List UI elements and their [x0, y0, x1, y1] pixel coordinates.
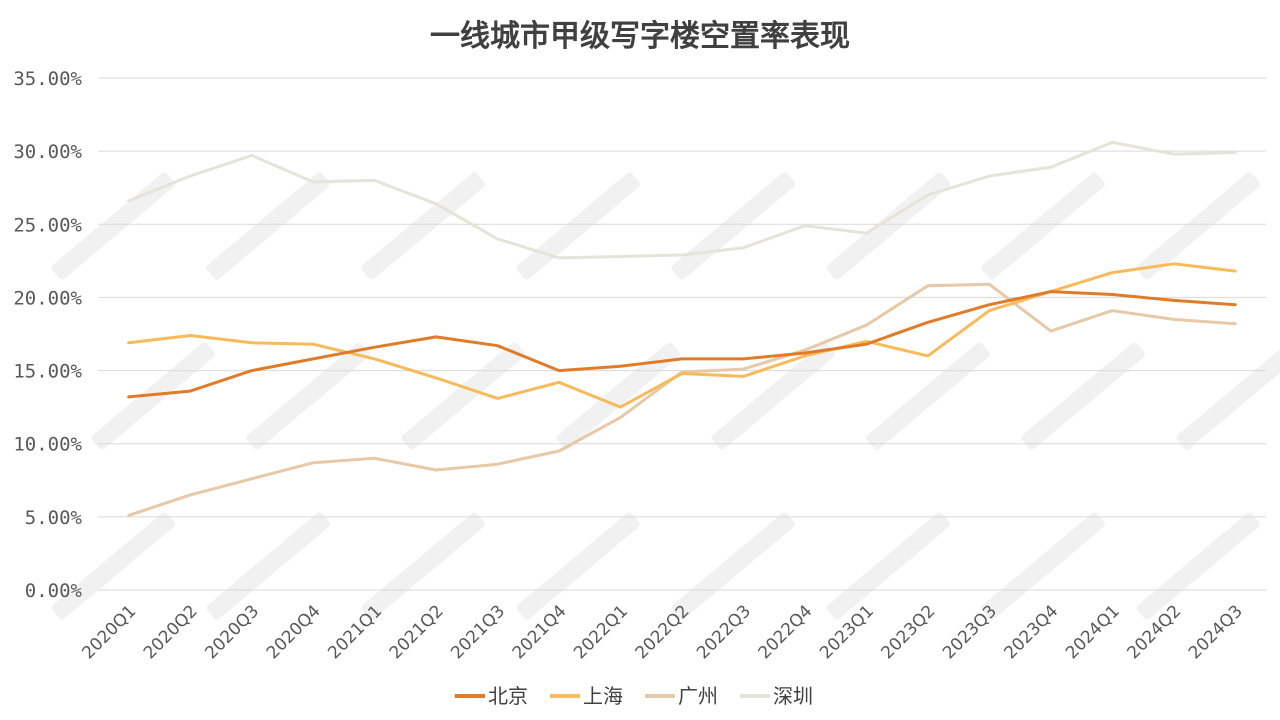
x-tick-label: 2020Q1 [78, 601, 140, 663]
legend-label: 广州 [678, 684, 718, 708]
series-line-2 [127, 262, 1237, 409]
legend-item: 上海 [550, 684, 623, 708]
x-tick-label: 2022Q3 [693, 601, 755, 663]
x-tick-label: 2021Q1 [324, 601, 386, 663]
legend-label: 上海 [583, 684, 623, 708]
watermark-mark [981, 512, 1105, 620]
chart-title: 一线城市甲级写字楼空置率表现 [430, 19, 850, 54]
gridlines [98, 77, 1266, 591]
y-tick-label: 15.00% [13, 361, 82, 383]
watermark-mark [866, 342, 990, 450]
series-line-1 [127, 290, 1237, 399]
series-line-4 [127, 140, 1237, 260]
legend-label: 北京 [488, 684, 528, 708]
watermark-layer [51, 172, 1280, 620]
watermark-mark [671, 512, 795, 620]
y-tick-label: 30.00% [13, 141, 82, 163]
watermark-mark [51, 172, 175, 280]
x-tick-label: 2022Q4 [755, 601, 817, 663]
y-axis: 0.00% 5.00% 10.00% 15.00% 20.00% 25.00% 30.00%… [13, 68, 82, 602]
watermark-mark [826, 172, 950, 280]
watermark-mark [1136, 512, 1260, 620]
y-tick-label: 10.00% [13, 434, 82, 456]
x-tick-label: 2022Q1 [570, 601, 632, 663]
x-tick-label: 2021Q2 [386, 601, 448, 663]
watermark-mark [246, 342, 370, 450]
watermark-mark [206, 172, 330, 280]
legend-item: 北京 [455, 684, 528, 708]
watermark-mark [361, 172, 485, 280]
watermark-mark [1176, 342, 1280, 450]
x-tick-label: 2023Q3 [939, 601, 1001, 663]
watermark-mark [556, 342, 680, 450]
watermark-mark [981, 172, 1105, 280]
watermark-mark [516, 512, 640, 620]
x-tick-label: 2022Q2 [632, 601, 694, 663]
watermark-mark [1021, 342, 1145, 450]
legend: 北京 上海 广州 深圳 [455, 684, 813, 708]
x-tick-label: 2020Q2 [140, 601, 202, 663]
watermark-mark [361, 512, 485, 620]
y-tick-label: 25.00% [13, 214, 82, 236]
watermark-mark [1136, 172, 1260, 280]
legend-item: 广州 [645, 684, 718, 708]
y-tick-label: 0.00% [25, 580, 83, 602]
x-tick-label: 2024Q3 [1185, 601, 1247, 663]
legend-item: 深圳 [740, 684, 813, 708]
watermark-mark [516, 172, 640, 280]
watermark-mark [51, 512, 175, 620]
watermark-mark [206, 512, 330, 620]
x-tick-label: 2024Q1 [1062, 601, 1124, 663]
watermark-mark [711, 342, 835, 450]
x-tick-label: 2020Q4 [263, 601, 325, 663]
watermark-mark [671, 172, 795, 280]
legend-label: 深圳 [773, 684, 813, 708]
x-tick-label: 2023Q4 [1001, 601, 1063, 663]
plot-area [127, 140, 1237, 517]
y-tick-label: 5.00% [25, 507, 83, 529]
watermark-mark [401, 342, 525, 450]
x-tick-label: 2021Q3 [447, 601, 509, 663]
x-tick-label: 2023Q2 [878, 601, 940, 663]
y-tick-label: 20.00% [13, 287, 82, 309]
x-axis: 2020Q1 2020Q2 2020Q3 2020Q4 2021Q1 2021Q2 2021… [78, 601, 1246, 663]
y-tick-label: 35.00% [13, 68, 82, 90]
watermark-mark [826, 512, 950, 620]
